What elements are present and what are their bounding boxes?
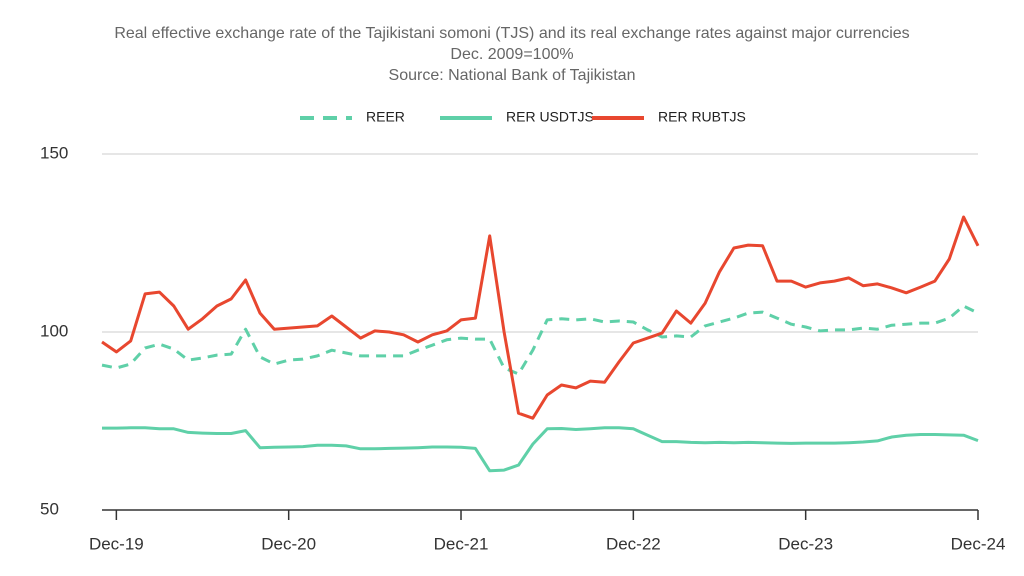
line-series xyxy=(101,304,979,376)
legend-label: REER xyxy=(366,109,405,125)
x-tick-label: Dec-21 xyxy=(434,534,489,553)
x-tick-label: Dec-20 xyxy=(261,534,316,553)
legend-label: RER RUBTJS xyxy=(658,109,746,125)
y-tick-label: 150 xyxy=(40,143,68,162)
y-tick-label: 50 xyxy=(40,499,59,518)
chart-subtitle: Dec. 2009=100% xyxy=(450,46,573,63)
chart-source: Source: National Bank of Tajikistan xyxy=(389,67,636,84)
legend-label: RER USDTJS xyxy=(506,109,594,125)
x-tick-label: Dec-22 xyxy=(606,534,661,553)
x-tick-label: Dec-24 xyxy=(951,534,1006,553)
y-tick-label: 100 xyxy=(40,321,68,340)
line-series xyxy=(102,426,979,473)
x-tick-label: Dec-19 xyxy=(89,534,144,553)
line-series xyxy=(101,215,980,420)
chart-title: Real effective exchange rate of the Taji… xyxy=(114,25,909,42)
x-tick-label: Dec-23 xyxy=(778,534,833,553)
